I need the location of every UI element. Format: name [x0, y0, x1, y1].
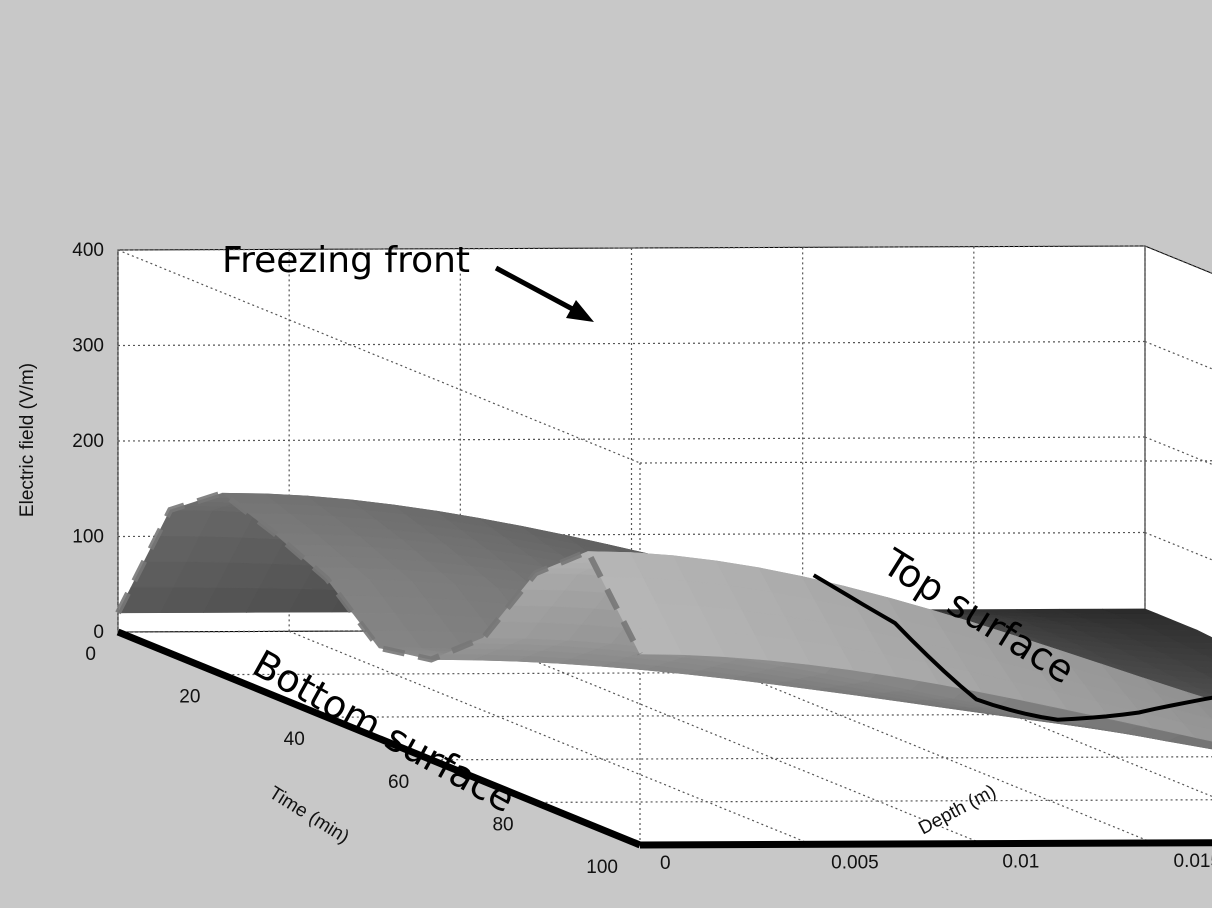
surface-patch — [1176, 659, 1212, 668]
grid-depth-floor — [288, 630, 812, 845]
surface-patch — [1163, 653, 1212, 663]
surface-patch — [1173, 676, 1212, 685]
z-axis-label: Electric field (V/m) — [17, 363, 38, 517]
x-axis-label: Time (min) — [265, 783, 353, 849]
y-tick-label: 0.005 — [831, 852, 879, 873]
freezing-front-arrowhead — [566, 300, 594, 322]
surface-patch — [1167, 734, 1212, 750]
surface-patch — [1160, 669, 1212, 680]
surface-patch — [1167, 635, 1212, 644]
top-surface-dashed-line — [115, 489, 643, 663]
z-tick-label: 300 — [72, 336, 104, 357]
surface-patch — [1186, 682, 1212, 690]
surface-patch — [1198, 705, 1212, 719]
z-tick-label: 0 — [93, 622, 104, 643]
surface-patch — [1189, 666, 1212, 674]
grid-depth-floor — [460, 630, 983, 845]
y-tick-label: 0 — [660, 853, 671, 874]
freezing-front-annotation: Freezing front — [222, 240, 470, 281]
z-tick-label: 100 — [72, 527, 104, 548]
z-tick-label: 400 — [72, 240, 104, 261]
surface-patch — [1180, 642, 1212, 650]
box-edge-top-side — [639, 460, 1212, 464]
x-tick-label: 100 — [586, 857, 618, 878]
grid-time-floor — [431, 756, 1212, 761]
surface-patch — [1206, 655, 1212, 659]
x-tick-label: 40 — [284, 729, 305, 750]
freezing-front-arrow — [494, 265, 580, 315]
y-tick-label: 0.01 — [1002, 852, 1039, 873]
y-tick-label: 0.015 — [1174, 851, 1212, 872]
tick-labels: 0 100 200 300 400 0 20 40 60 80 100 0 0.005 0.01 0.015… — [72, 240, 1212, 878]
surface-patch — [1193, 648, 1212, 656]
z-tick-label: 200 — [72, 431, 104, 452]
bottom-surface-edge-line — [116, 628, 642, 849]
surface-patch — [1199, 688, 1212, 695]
x-tick-label: 20 — [179, 687, 200, 708]
box-edge-top-front — [117, 249, 641, 464]
surface-patch — [1169, 707, 1212, 731]
surface-mesh — [117, 492, 1212, 750]
grid-depth-floor — [802, 628, 1212, 798]
x-tick-label: 80 — [492, 814, 513, 835]
freezing-front-line — [115, 489, 1212, 849]
x-tick-label: 60 — [388, 772, 409, 793]
top-surface-edge-line — [639, 839, 1212, 849]
x-tick-label: 0 — [85, 644, 96, 665]
freezing-front-path — [812, 573, 1212, 722]
grid-time-floor — [535, 799, 1212, 804]
grid-depth-floor — [631, 629, 1154, 844]
